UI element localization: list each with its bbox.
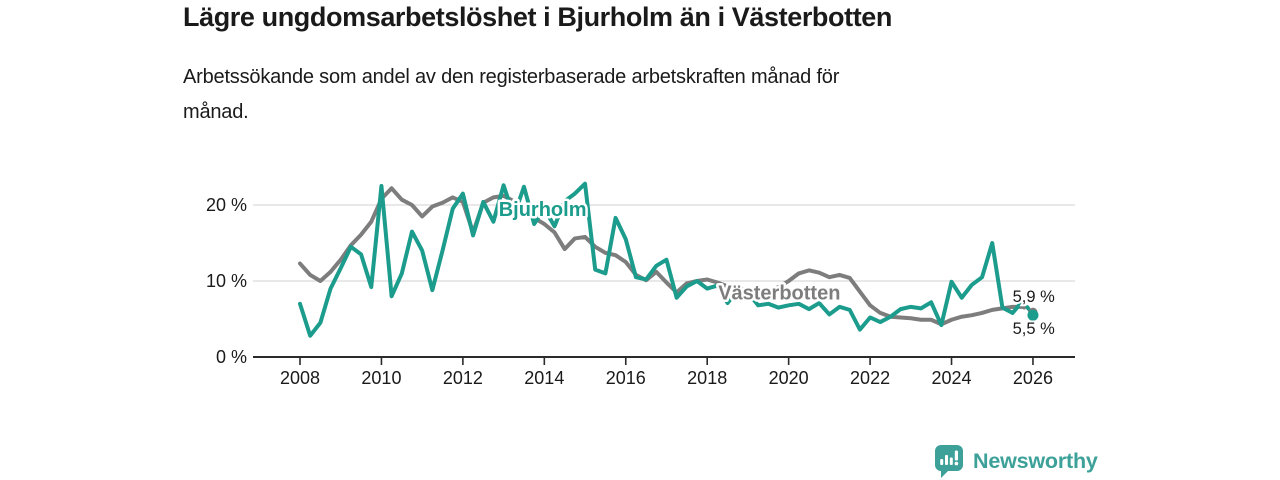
x-tick-label: 2018 [687, 368, 727, 388]
x-tick-label: 2008 [280, 368, 320, 388]
x-tick-label: 2014 [524, 368, 564, 388]
x-tick-label: 2012 [443, 368, 483, 388]
newsworthy-logo-text: Newsworthy [973, 448, 1098, 473]
series-line-västerbotten [298, 186, 1025, 327]
y-tick-label: 10 % [206, 271, 247, 291]
y-tick-label: 0 % [216, 347, 247, 367]
x-tick-label: 2022 [850, 368, 890, 388]
series-label-västerbotten: Västerbotten [718, 282, 840, 304]
chart-area: 0 % 10 % 20 % 2008 2010 2012 2014 2016 2018 2020 2… [200, 158, 1085, 406]
x-tick-label: 2026 [1013, 368, 1053, 388]
x-tick-label: 2020 [769, 368, 809, 388]
series-line-bjurholm [298, 181, 1025, 338]
newsworthy-logo-link[interactable]: Newsworthy [934, 444, 1098, 478]
newsworthy-logo-icon [935, 445, 963, 478]
x-tick-label: 2010 [361, 368, 401, 388]
series-label-bjurholm: Bjurholm [499, 199, 587, 221]
x-tick-label: 2016 [606, 368, 646, 388]
series-end-dot-bjurholm [1027, 309, 1039, 321]
end-value-label-bjurholm: 5,5 % [1013, 320, 1056, 338]
chart-title: Lägre ungdomsarbetslöshet i Bjurholm än … [183, 2, 893, 32]
line-chart: 0 % 10 % 20 % 2008 2010 2012 2014 2016 2018 2020 2… [206, 181, 1075, 388]
end-value-label-västerbotten: 5,9 % [1013, 288, 1056, 306]
x-tick-label: 2024 [931, 368, 971, 388]
chart-subtitle: Arbetssökande som andel av den registerb… [183, 66, 840, 123]
y-tick-label: 20 % [206, 195, 247, 215]
